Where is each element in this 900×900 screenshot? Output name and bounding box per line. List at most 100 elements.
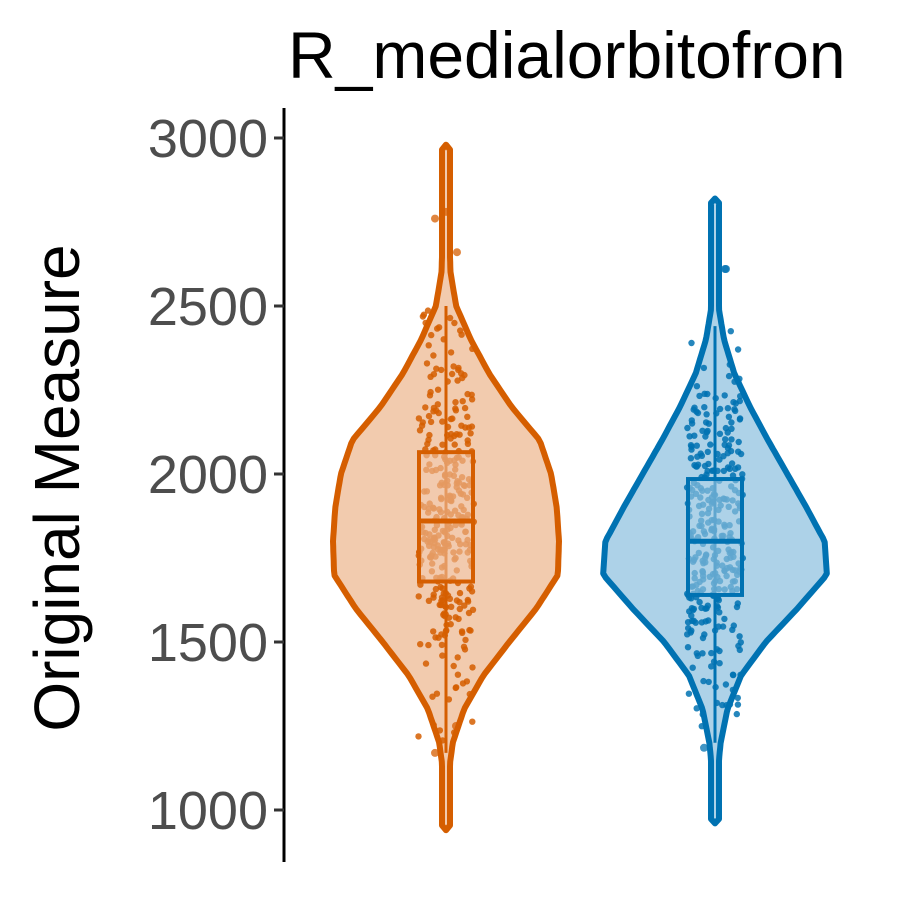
data-point [451,441,458,448]
data-point [728,425,735,432]
data-point [442,611,449,618]
data-point [705,678,712,686]
data-point [438,366,445,374]
data-point [422,660,430,667]
data-point [714,450,721,458]
data-point [416,427,424,434]
data-point [688,417,695,424]
data-point [452,407,460,414]
data-point [459,680,467,687]
data-point [698,723,705,730]
data-point [467,583,475,590]
data-point [692,619,699,626]
data-point [736,633,743,640]
data-point [707,441,714,448]
data-point [727,328,734,335]
data-point [462,636,469,644]
y-tick-label: 1000 [148,781,268,841]
data-point [445,696,453,703]
data-point [469,345,476,352]
data-point [726,361,733,368]
data-point [465,609,473,617]
data-point [423,360,431,367]
data-point [708,649,715,657]
y-axis-label: Original Measure [21,244,93,731]
data-point [469,664,476,671]
y-tick-label: 2000 [148,445,268,505]
data-point [691,432,698,439]
data-point [462,424,469,431]
data-point [730,622,737,629]
outlier-point [442,207,450,216]
data-point [724,405,732,412]
data-point [444,423,452,431]
data-point [700,364,708,372]
data-point [688,627,695,634]
y-tick-label: 3000 [148,109,268,169]
data-point [702,433,709,440]
data-point [425,342,432,349]
data-point [728,460,736,467]
data-point [469,718,476,725]
data-point [693,383,701,390]
data-point [428,331,435,339]
data-point [713,699,721,707]
data-point [447,621,454,628]
data-point [458,331,465,338]
data-point [736,375,743,382]
data-point [439,652,446,659]
data-point [461,602,468,609]
data-point [725,442,733,449]
data-point [425,412,433,420]
data-point [451,319,458,327]
data-point [422,319,429,327]
data-point [704,390,711,398]
data-point [712,683,719,691]
data-point [441,632,449,639]
outlier-point [431,748,439,757]
data-point [696,392,703,400]
data-point [415,415,423,422]
data-point [693,442,700,449]
data-point [426,431,433,439]
data-point [722,436,729,443]
data-point [716,660,723,667]
data-point [716,609,723,616]
data-point [434,401,441,408]
data-point [719,623,727,630]
data-point [461,404,469,412]
data-point [734,701,742,708]
data-point [430,628,437,635]
data-point [464,598,472,605]
data-point [448,603,455,610]
data-point [430,594,437,601]
data-point [704,448,711,456]
data-point [689,664,696,671]
data-point [436,727,444,734]
data-point [455,364,462,372]
data-point [729,686,737,694]
data-point [417,641,424,648]
data-point [432,634,439,641]
data-point [434,386,442,393]
data-point [736,646,743,654]
data-point [732,465,739,472]
data-point [701,404,708,411]
data-point [446,314,454,322]
data-point [684,424,691,432]
data-point [729,671,737,678]
outlier-point [431,214,439,223]
data-point [456,589,464,597]
data-point [464,440,472,447]
data-point [699,650,706,657]
data-point [716,430,724,437]
data-point [721,615,728,623]
data-point [454,654,461,661]
data-point [708,663,715,670]
data-point [435,409,442,417]
data-point [447,349,455,356]
box-iqr [417,450,475,584]
data-point [733,710,740,718]
data-point [438,641,446,649]
